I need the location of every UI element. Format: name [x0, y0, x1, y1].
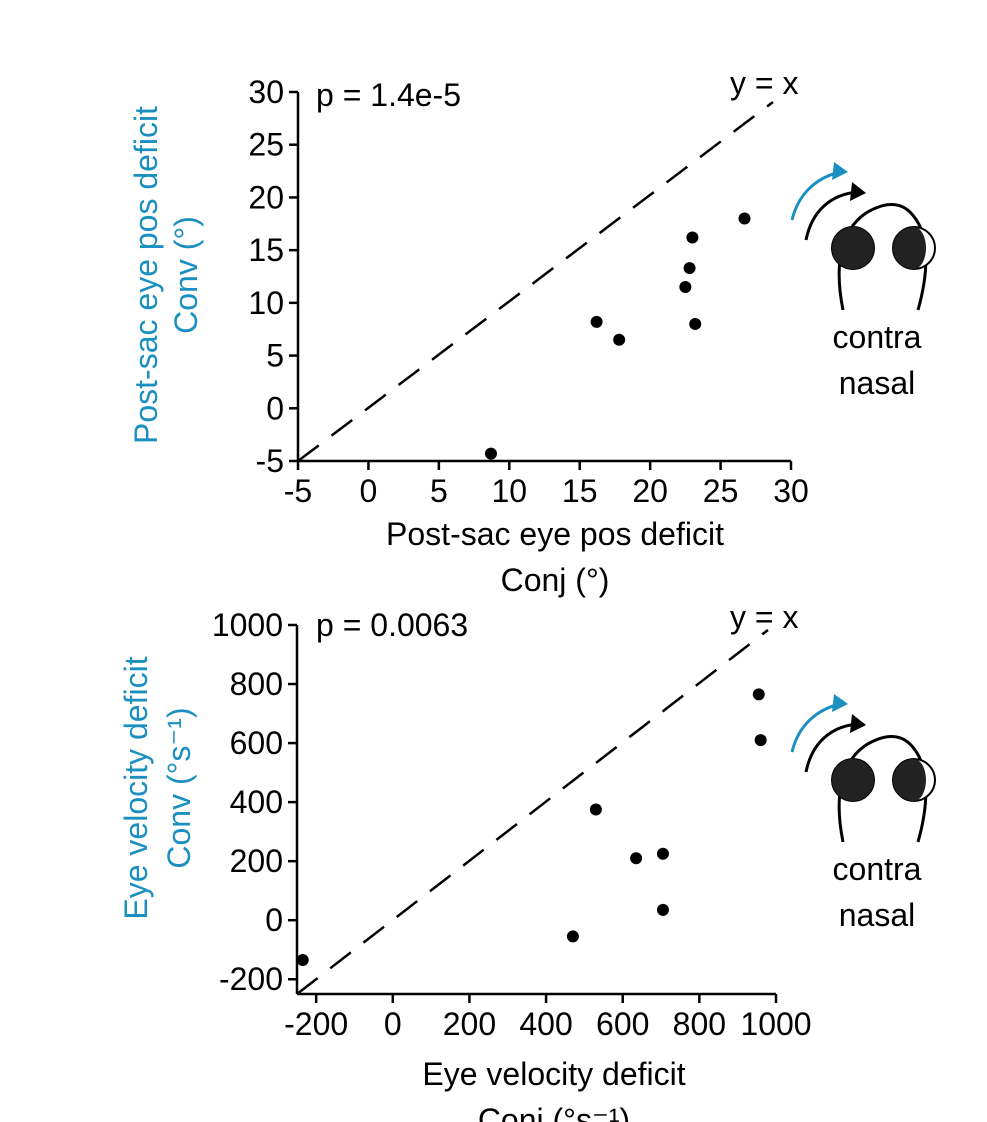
data-point [679, 281, 692, 294]
identity-line [297, 101, 774, 462]
y-tick-label: 10 [248, 285, 284, 321]
y-tick-label: 400 [230, 784, 283, 820]
y-tick-label: 200 [230, 843, 283, 879]
x-tick-label: 10 [491, 473, 527, 509]
y-tick-label: 800 [230, 666, 283, 702]
y-axis-ticks: -5 0 5 10 15 20 25 30 [248, 74, 298, 479]
x-axis-ticks: -200 0 200 400 600 800 1000 [284, 994, 812, 1042]
data-point [589, 803, 602, 816]
curved-arrow-head [832, 162, 848, 180]
y-tick-label: 1000 [212, 607, 283, 643]
left-eye-fill [832, 227, 863, 269]
p-value-annotation: p = 0.0063 [316, 607, 468, 643]
y-axis-title-line-1: Eye velocity deficit [118, 656, 154, 919]
y-tick-label: -200 [219, 961, 283, 997]
data-point [484, 447, 497, 460]
curved-arrow-icon [804, 722, 859, 773]
icon-label-line-2: nasal [839, 897, 916, 933]
y-tick-label: 600 [230, 725, 283, 761]
y-tick-label: -5 [256, 443, 284, 479]
x-axis-title-line-1: Post-sac eye pos deficit [386, 516, 724, 552]
identity-line-label: y = x [730, 65, 798, 101]
x-tick-label: -200 [284, 1006, 348, 1042]
icon-label-line-1: contra [833, 319, 922, 355]
data-point [566, 930, 579, 943]
curved-arrow-icon [804, 190, 859, 241]
data-point [689, 317, 702, 330]
eye-pair-icon: contra nasal [790, 694, 936, 933]
x-tick-label: 800 [673, 1006, 726, 1042]
eye-velocity-scatter-chart: Eye velocity deficit Conv (°s⁻¹) -200 0 20… [118, 599, 936, 1122]
x-tick-label: 1000 [740, 1006, 811, 1042]
y-tick-label: 30 [248, 74, 284, 110]
data-point [613, 333, 626, 346]
x-axis-title-line-2: Conj (°) [501, 562, 610, 598]
left-eye-fill [853, 759, 874, 801]
data-point [296, 954, 309, 967]
icon-label-line-2: nasal [839, 365, 916, 401]
data-points [296, 688, 767, 967]
x-tick-label: 25 [703, 473, 739, 509]
x-axis-ticks: -5 0 5 10 15 20 25 30 [284, 461, 809, 509]
icon-label-line-1: contra [833, 851, 922, 887]
eye-pair-icon: contra nasal [790, 162, 936, 401]
data-point [630, 852, 643, 865]
x-tick-label: 0 [360, 473, 378, 509]
right-eye-fill [893, 227, 926, 269]
y-axis-ticks: -200 0 200 400 600 800 1000 [212, 607, 297, 997]
x-tick-label: 5 [430, 473, 448, 509]
right-eye-fill [893, 759, 926, 801]
y-tick-label: 0 [266, 390, 284, 426]
x-tick-label: 400 [519, 1006, 572, 1042]
y-tick-label: 25 [248, 127, 284, 163]
x-tick-label: -5 [284, 473, 312, 509]
data-points [484, 212, 751, 460]
data-point [686, 231, 699, 244]
data-point [656, 903, 669, 916]
y-tick-label: 15 [248, 232, 284, 268]
x-tick-label: 15 [562, 473, 598, 509]
x-tick-label: 600 [596, 1006, 649, 1042]
y-tick-label: 5 [266, 338, 284, 374]
data-point [590, 315, 603, 328]
x-tick-label: 20 [632, 473, 668, 509]
data-point [738, 212, 751, 225]
y-axis-title-line-2: Conv (°) [168, 216, 204, 334]
data-point [656, 847, 669, 860]
identity-line-label: y = x [730, 599, 798, 635]
curved-arrow-head [850, 714, 866, 733]
x-axis-title-line-2: Conj (°s⁻¹) [478, 1102, 630, 1122]
data-point [754, 734, 767, 747]
y-tick-label: 0 [265, 902, 283, 938]
x-tick-label: 30 [773, 473, 809, 509]
y-tick-label: 20 [248, 179, 284, 215]
data-point [683, 262, 696, 275]
p-value-annotation: p = 1.4e-5 [316, 77, 461, 113]
data-point [752, 688, 765, 701]
x-tick-label: 0 [384, 1006, 402, 1042]
curved-arrow-head [832, 694, 848, 712]
identity-line [296, 629, 769, 995]
curved-arrow-head [850, 182, 866, 201]
x-axis-title-line-1: Eye velocity deficit [422, 1056, 685, 1092]
y-axis-title-line-2: Conv (°s⁻¹) [161, 707, 197, 868]
y-axis-title-line-1: Post-sac eye pos deficit [128, 106, 164, 444]
eye-position-scatter-chart: Post-sac eye pos deficit Conv (°) -5 0 5 10… [128, 65, 936, 598]
x-tick-label: 200 [443, 1006, 496, 1042]
